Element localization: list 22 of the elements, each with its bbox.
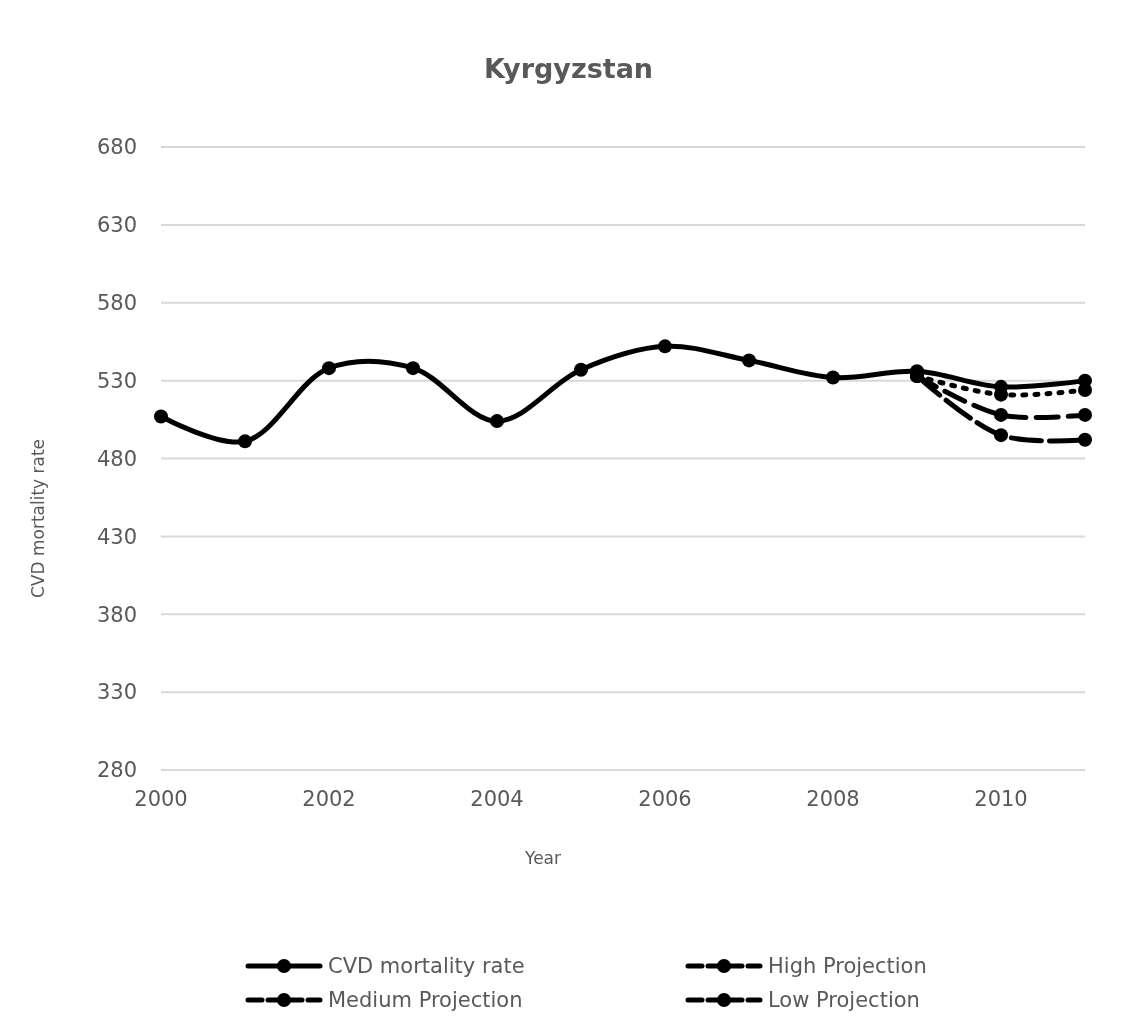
legend-label: High Projection <box>768 954 927 979</box>
x-tick-label: 2006 <box>638 787 692 811</box>
y-axis-title: CVD mortality rate <box>28 438 48 599</box>
legend-label: CVD mortality rate <box>328 954 525 979</box>
y-tick-label: 280 <box>96 758 137 783</box>
y-tick-label: 380 <box>96 602 137 627</box>
x-tick-label: 2004 <box>470 787 524 811</box>
legend-label: Medium Projection <box>328 988 523 1013</box>
x-tick-label: 2000 <box>134 787 188 811</box>
x-axis-title: Year <box>524 848 561 868</box>
x-tick-label: 2002 <box>302 787 356 811</box>
y-tick-label: 530 <box>96 368 137 393</box>
legend-label: Low Projection <box>768 988 920 1013</box>
y-tick-label: 430 <box>96 524 137 549</box>
y-tick-label: 330 <box>96 680 137 705</box>
chart-title: Kyrgyzstan <box>483 53 654 84</box>
x-tick-label: 2008 <box>806 787 860 811</box>
y-tick-label: 480 <box>96 446 137 471</box>
y-tick-label: 580 <box>96 291 137 316</box>
y-tick-label: 630 <box>96 213 137 238</box>
y-tick-label: 680 <box>96 135 137 160</box>
x-tick-label: 2010 <box>974 787 1028 811</box>
